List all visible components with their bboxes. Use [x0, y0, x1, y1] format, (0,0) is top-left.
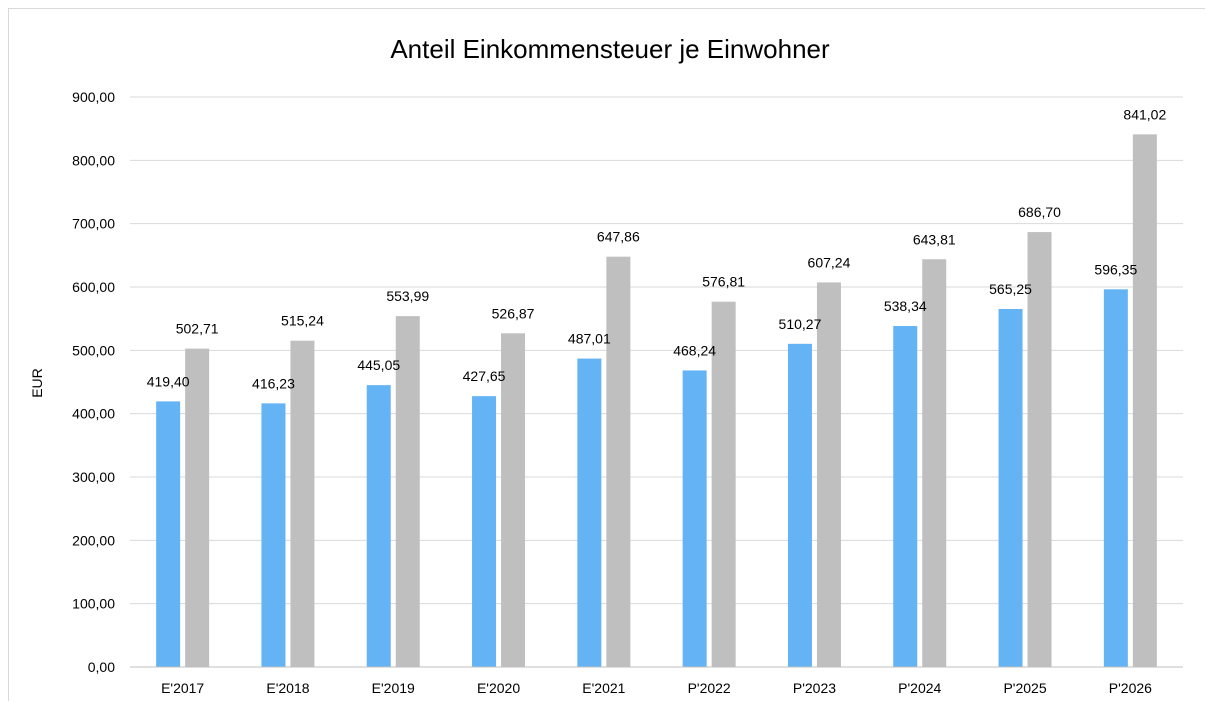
x-tick-label: P'2023: [793, 680, 836, 696]
bar-1-p2023: [787, 343, 812, 667]
y-tick-label: 500,00: [72, 342, 115, 358]
x-tick-label: E'2018: [266, 680, 309, 696]
bar-2-p2024: [922, 259, 947, 667]
y-tick-label: 700,00: [72, 216, 115, 232]
bar-2-e2019: [395, 316, 420, 667]
bar-2-p2022: [711, 301, 736, 667]
x-tick-label: P'2024: [898, 680, 941, 696]
bar-2-p2023: [816, 282, 841, 667]
bar-1-p2025: [998, 309, 1023, 667]
x-tick-label: P'2026: [1109, 680, 1152, 696]
x-tick-label: E'2021: [582, 680, 625, 696]
bar-1-e2021: [577, 358, 602, 667]
bar-1-e2019: [366, 385, 391, 667]
bar-1-e2020: [472, 396, 497, 667]
y-tick-label: 900,00: [72, 89, 115, 105]
y-tick-label: 300,00: [72, 469, 115, 485]
chart-title: Anteil Einkommensteuer je Einwohner: [390, 34, 830, 64]
data-label: 502,71: [176, 321, 219, 337]
bar-1-p2026: [1103, 289, 1128, 667]
bar-1-e2018: [261, 403, 286, 667]
bar-2-e2020: [501, 333, 526, 667]
data-label: 643,81: [913, 231, 956, 247]
bar-2-e2017: [185, 348, 210, 667]
bar-1-e2017: [156, 401, 181, 667]
data-label: 596,35: [1094, 261, 1137, 277]
data-label: 526,87: [492, 305, 535, 321]
y-tick-label: 0,00: [88, 659, 115, 675]
gridlines: [130, 96, 1183, 605]
data-label: 647,86: [597, 229, 640, 245]
data-labels: 419,40 502,71 416,23 515,24 445,05 553,99 427,…: [147, 106, 1167, 391]
data-label: 427,65: [463, 368, 506, 384]
y-tick-label: 100,00: [72, 596, 115, 612]
y-axis-title: EUR: [29, 368, 45, 398]
bar-1-p2024: [893, 326, 918, 667]
data-label: 416,23: [252, 375, 295, 391]
x-tick-label: E'2019: [372, 680, 415, 696]
y-axis-ticks: 0,00 100,00 200,00 300,00 400,00 500,00 600,00…: [72, 89, 115, 675]
x-tick-label: E'2017: [161, 680, 204, 696]
bar-1-p2022: [682, 370, 707, 667]
data-label: 538,34: [884, 298, 927, 314]
data-label: 686,70: [1018, 204, 1061, 220]
x-tick-label: E'2020: [477, 680, 520, 696]
y-tick-label: 400,00: [72, 406, 115, 422]
x-tick-label: P'2025: [1003, 680, 1046, 696]
bars: [156, 134, 1157, 667]
data-label: 607,24: [808, 254, 851, 270]
bar-2-e2021: [606, 256, 631, 667]
data-label: 576,81: [702, 274, 745, 290]
bar-2-p2025: [1027, 232, 1052, 667]
data-label: 487,01: [568, 331, 611, 347]
bar-2-e2018: [290, 340, 315, 667]
bar-2-p2026: [1132, 134, 1157, 667]
data-label: 515,24: [281, 313, 324, 329]
y-tick-label: 600,00: [72, 279, 115, 295]
data-label: 419,40: [147, 373, 190, 389]
y-tick-label: 800,00: [72, 152, 115, 168]
data-label: 445,05: [357, 357, 400, 373]
data-label: 553,99: [386, 288, 429, 304]
data-label: 510,27: [779, 316, 822, 332]
data-label: 841,02: [1123, 106, 1166, 122]
data-label: 468,24: [673, 342, 716, 358]
x-axis-ticks: E'2017 E'2018 E'2019 E'2020 E'2021 P'2022 P'20…: [161, 680, 1152, 696]
y-tick-label: 200,00: [72, 532, 115, 548]
x-tick-label: P'2022: [688, 680, 731, 696]
data-label: 565,25: [989, 281, 1032, 297]
